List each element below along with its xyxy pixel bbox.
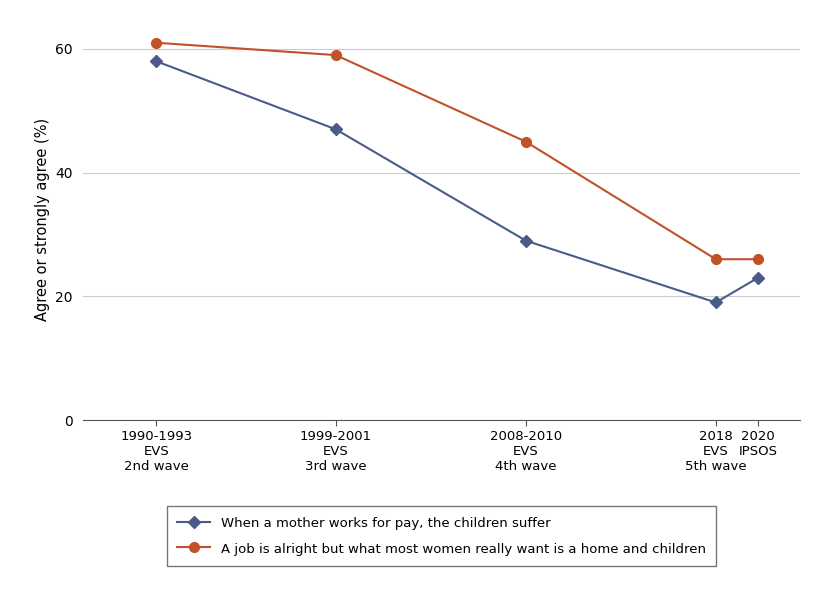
A job is alright but what most women really want is a home and children bbox=[711, 256, 721, 263]
Legend: When a mother works for pay, the children suffer, A job is alright but what most: When a mother works for pay, the childre… bbox=[167, 506, 716, 566]
A job is alright but what most women really want is a home and children bbox=[152, 39, 162, 46]
When a mother works for pay, the children suffer bbox=[331, 126, 341, 133]
Y-axis label: Agree or strongly agree (%): Agree or strongly agree (%) bbox=[35, 118, 50, 320]
Line: A job is alright but what most women really want is a home and children: A job is alright but what most women rea… bbox=[152, 38, 763, 264]
A job is alright but what most women really want is a home and children bbox=[331, 52, 341, 59]
When a mother works for pay, the children suffer bbox=[711, 299, 721, 306]
When a mother works for pay, the children suffer bbox=[152, 58, 162, 65]
A job is alright but what most women really want is a home and children bbox=[753, 256, 763, 263]
When a mother works for pay, the children suffer bbox=[753, 274, 763, 281]
Line: When a mother works for pay, the children suffer: When a mother works for pay, the childre… bbox=[153, 57, 762, 307]
When a mother works for pay, the children suffer bbox=[521, 237, 530, 244]
A job is alright but what most women really want is a home and children bbox=[521, 138, 530, 145]
